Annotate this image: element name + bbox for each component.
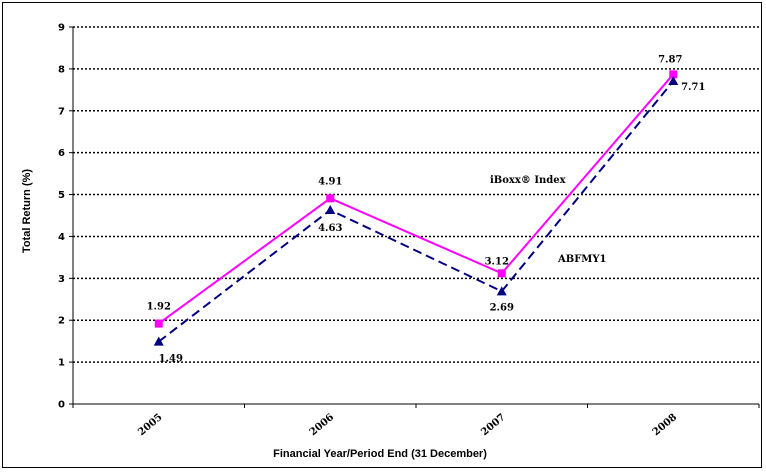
- series-marker-triangle: [325, 205, 336, 215]
- y-tick-label: 2: [58, 316, 65, 327]
- series-marker-square: [154, 319, 163, 328]
- series-line-0: [158, 73, 675, 325]
- x-axis-title: Financial Year/Period End (31 December): [273, 448, 487, 460]
- y-tick-label: 5: [58, 190, 65, 201]
- x-tick-label: 2008: [651, 412, 679, 438]
- x-tick-label: 2007: [479, 412, 507, 438]
- y-tick-label: 7: [58, 106, 65, 117]
- data-label: 3.12: [485, 256, 509, 267]
- axes: [69, 26, 760, 408]
- chart-frame: 0 1 2 3 4 5 6 7 8 9 2005 2006 2007 2008 1.92 4.91 3.12…: [2, 2, 762, 468]
- data-label: 1.92: [147, 302, 171, 313]
- y-tick-label: 6: [58, 148, 65, 159]
- data-label: 4.63: [318, 223, 342, 234]
- x-tick-label: 2006: [308, 412, 336, 438]
- y-tick-label: 1: [58, 358, 65, 369]
- series-marker-square: [497, 269, 506, 278]
- series-line-1: [158, 80, 675, 343]
- y-tick-labels: 0 1 2 3 4 5 6 7 8 9: [58, 23, 65, 411]
- y-tick-label: 3: [58, 274, 65, 285]
- series-marker-triangle: [496, 286, 507, 296]
- y-tick-label: 8: [58, 64, 65, 75]
- series-annotation-iboxx: iBoxx® Index: [490, 175, 567, 186]
- data-label: 4.91: [318, 176, 342, 187]
- series: [153, 70, 679, 346]
- y-tick-label: 9: [58, 23, 65, 34]
- x-tick-labels: 2005 2006 2007 2008: [136, 412, 679, 438]
- data-label: 7.71: [681, 82, 705, 93]
- line-chart: 0 1 2 3 4 5 6 7 8 9 2005 2006 2007 2008 1.92 4.91 3.12…: [21, 23, 760, 460]
- series-marker-triangle: [153, 336, 164, 346]
- series-annotation-abfmy1: ABFMY1: [557, 254, 606, 265]
- y-axis-title: Total Return (%): [21, 169, 33, 253]
- series-marker-square: [326, 194, 335, 203]
- data-label: 7.87: [658, 54, 682, 65]
- data-label: 1.49: [159, 354, 183, 365]
- y-tick-label: 0: [58, 400, 65, 411]
- series-marker-triangle: [668, 76, 679, 86]
- y-tick-label: 4: [58, 232, 65, 243]
- x-tick-label: 2005: [136, 412, 164, 438]
- data-labels: 1.92 4.91 3.12 7.87 1.49 4.63 2.69 7.71: [147, 54, 706, 364]
- series-marker-square: [669, 70, 678, 79]
- data-label: 2.69: [490, 302, 514, 313]
